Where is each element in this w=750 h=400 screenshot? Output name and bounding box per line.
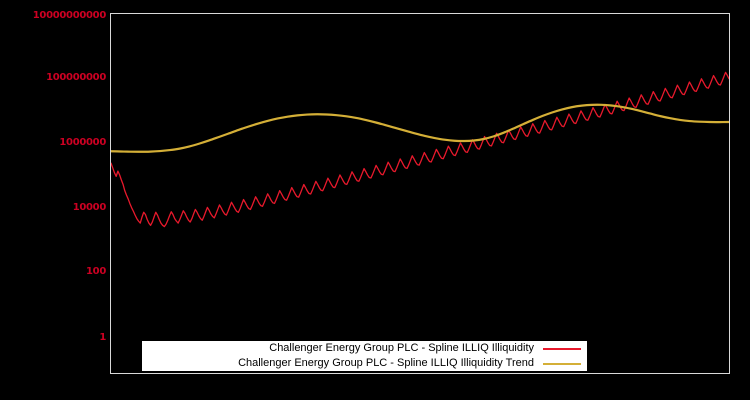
y-axis-tick-label: 100000000 xyxy=(46,72,106,83)
y-axis-tick-label: 1000000 xyxy=(59,137,106,148)
series-canvas xyxy=(111,71,729,228)
y-axis-tick-label: 10000 xyxy=(72,202,107,213)
legend-entry-trend[interactable]: Challenger Energy Group PLC - Spline ILL… xyxy=(142,356,587,371)
y-axis-tick-label: 10000000000 xyxy=(32,10,107,21)
y-axis-tick-label: 100 xyxy=(86,266,106,277)
legend-color-swatch-icon xyxy=(543,347,581,350)
legend-label: Challenger Energy Group PLC - Spline ILL… xyxy=(269,342,534,354)
y-axis: 10000000000 100000000 1000000 10000 100 … xyxy=(0,0,107,400)
legend-entry-illiquidity[interactable]: Challenger Energy Group PLC - Spline ILL… xyxy=(142,341,587,356)
chart-legend: Challenger Energy Group PLC - Spline ILL… xyxy=(142,341,587,371)
series-line-illiquidity xyxy=(111,71,729,228)
plot-area xyxy=(110,13,730,374)
series-line-trend xyxy=(111,103,729,153)
legend-label: Challenger Energy Group PLC - Spline ILL… xyxy=(238,357,534,369)
y-axis-tick-label: 1 xyxy=(99,332,106,343)
legend-color-swatch-icon xyxy=(543,362,581,365)
